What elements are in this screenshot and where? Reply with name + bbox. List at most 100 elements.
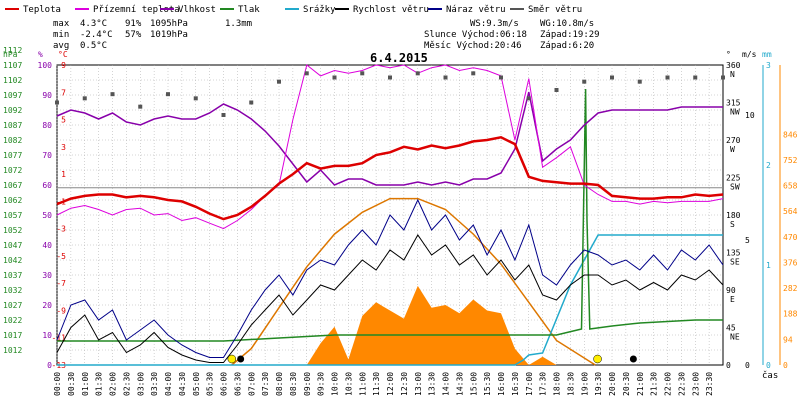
axis-pct-tick: 100	[38, 61, 53, 70]
axis-hpa-tick: 1052	[3, 226, 22, 235]
axis-dir-name: SE	[730, 258, 740, 267]
axis-hpa-tick: 1022	[3, 316, 22, 325]
sun-rise: Slunce Východ:06:18	[424, 30, 527, 40]
axis-solar-tick: 94	[783, 335, 793, 344]
axis-hpa-tick: 1112	[3, 46, 22, 55]
stat-max-label: max	[53, 19, 70, 29]
x-tick-label: 23:00	[691, 372, 700, 396]
legend-label-1: Přízemní teplota	[93, 5, 180, 15]
axis-dir-tick: 0	[726, 361, 731, 370]
axis-dir-label: °	[726, 50, 731, 59]
x-tick-label: 15:30	[483, 372, 492, 396]
axis-c-tick: -3	[56, 225, 66, 234]
axis-solar-tick: 0	[783, 361, 788, 370]
x-tick-label: 05:00	[192, 372, 201, 396]
x-tick-label: 05:30	[206, 372, 215, 396]
axis-pct-tick: 20	[42, 301, 52, 310]
axis-hpa-tick: 1012	[3, 346, 22, 355]
axis-dir-tick: 270	[726, 136, 741, 145]
sunrise-marker	[227, 354, 237, 364]
x-tick-label: 14:00	[442, 372, 451, 396]
axis-c-tick: 5	[61, 116, 66, 125]
axis-pct-tick: 0	[47, 361, 52, 370]
x-tick-label: 09:00	[303, 372, 312, 396]
x-tick-label: 12:00	[386, 372, 395, 396]
series-wind-dir-point	[360, 71, 365, 76]
axis-dir-name: W	[730, 145, 735, 154]
axis-pct-tick: 40	[42, 241, 52, 250]
axis-solar-tick: 658	[783, 182, 798, 191]
axis-hpa-tick: 1092	[3, 106, 22, 115]
axis-hpa-tick: 1097	[3, 91, 22, 100]
axis-c-tick: 9	[61, 61, 66, 70]
axis-pct-label: %	[38, 50, 43, 59]
axis-dir-tick: 45	[726, 324, 736, 333]
axis-dir-name: NE	[730, 333, 740, 342]
axis-pct-tick: 60	[42, 181, 52, 190]
series-wind-dir-point	[110, 92, 115, 97]
axis-dir-name: NW	[730, 108, 740, 117]
x-tick-label: 01:30	[95, 372, 104, 396]
axis-ms-label: m/s	[742, 50, 757, 59]
x-tick-label: 01:00	[81, 372, 90, 396]
stat-min-hum: 57%	[125, 30, 142, 40]
moon-rise: Měsíc Východ:20:46	[424, 41, 522, 51]
wind-ws: WS:9.3m/s	[470, 19, 519, 29]
legend-label-5: Rychlost větru	[353, 5, 429, 15]
axis-hpa-tick: 1017	[3, 331, 22, 340]
x-tick-label: 06:30	[233, 372, 242, 396]
series-wind-dir-point	[138, 104, 143, 109]
x-tick-label: 00:00	[53, 372, 62, 396]
axis-c-tick: -5	[56, 252, 66, 261]
axis-pct-tick: 80	[42, 121, 52, 130]
axis-dir-name: SW	[730, 183, 740, 192]
x-tick-label: 19:00	[580, 372, 589, 396]
series-wind-dir-point	[55, 100, 59, 105]
axis-pct-tick: 30	[42, 271, 52, 280]
stat-max-press: 1095hPa	[150, 19, 188, 29]
axis-mm-tick: 1	[766, 261, 771, 270]
series-wind-dir-point	[82, 96, 87, 101]
axis-dir-tick: 315	[726, 99, 741, 108]
x-tick-label: 09:30	[317, 372, 326, 396]
axis-dir-tick: 90	[726, 286, 736, 295]
series-wind-dir-point	[526, 96, 531, 101]
axis-pct-tick: 70	[42, 151, 52, 160]
x-tick-label: 06:00	[220, 372, 229, 396]
x-tick-label: 16:30	[511, 372, 520, 396]
series-ground-temp	[56, 64, 724, 230]
series-solar-area	[57, 285, 723, 365]
series-wind-dir-point	[415, 71, 420, 76]
axis-ms-tick: 5	[745, 236, 750, 245]
axis-hpa-tick: 1042	[3, 256, 22, 265]
x-tick-label: 07:30	[261, 372, 270, 396]
series-wind-dir-point	[554, 88, 559, 92]
x-tick-label: 03:00	[136, 372, 145, 396]
x-tick-label: 18:00	[553, 372, 562, 396]
x-tick-label: 22:30	[677, 372, 686, 396]
x-tick-label: 19:30	[594, 372, 603, 396]
legend-label-7: Směr větru	[528, 5, 582, 15]
x-tick-label: 04:30	[178, 372, 187, 396]
x-tick-label: 08:00	[275, 372, 284, 396]
legend-label-4: Srážky	[303, 5, 336, 15]
axis-pct-tick: 10	[42, 331, 52, 340]
axis-c-tick: -11	[52, 334, 67, 343]
stat-max-hum: 91%	[125, 19, 142, 29]
axis-mm-label: mm	[762, 50, 772, 59]
axis-hpa-tick: 1067	[3, 181, 22, 190]
legend-label-3: Tlak	[238, 5, 260, 15]
series-wind-dir-point	[388, 75, 392, 80]
series-wind-dir-point	[693, 75, 698, 80]
axis-hpa-tick: 1087	[3, 121, 22, 130]
axis-mm-tick: 3	[766, 61, 771, 70]
x-tick-label: 04:00	[164, 372, 173, 396]
x-tick-label: 16:00	[497, 372, 506, 396]
axis-pct-tick: 90	[42, 91, 52, 100]
stat-max-rain: 1.3mm	[225, 19, 252, 29]
moon-set: Západ:6:20	[540, 41, 594, 51]
x-axis-label: čas	[762, 370, 778, 381]
x-tick-label: 07:00	[247, 372, 256, 396]
